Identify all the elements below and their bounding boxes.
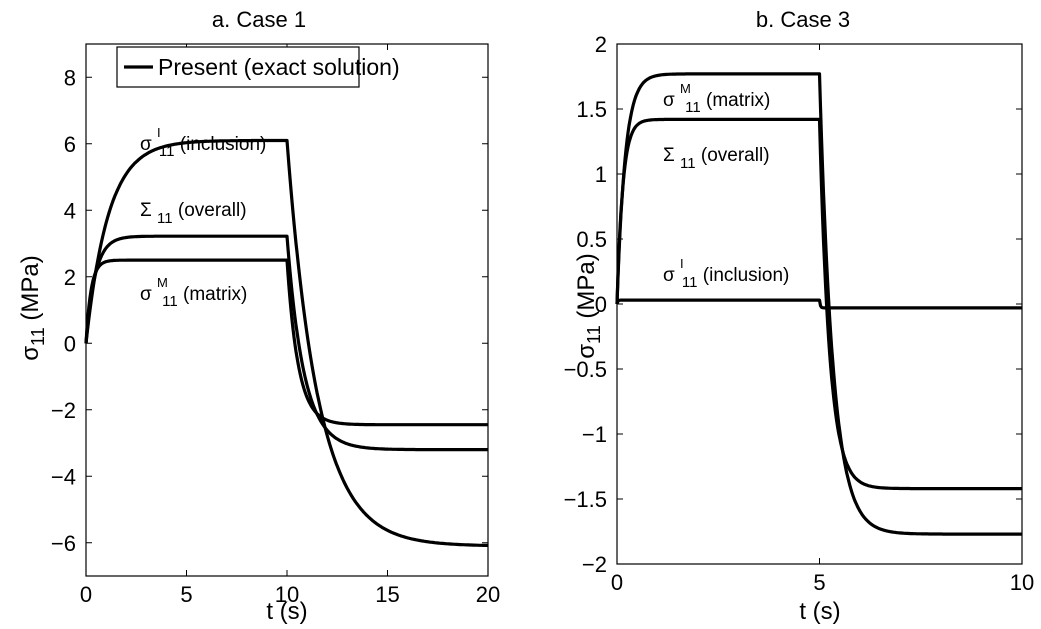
- x-tick-label: 20: [476, 582, 500, 607]
- y-tick-label: 0: [64, 331, 76, 356]
- x-axis-label: t (s): [266, 598, 307, 625]
- annotation-text: (overall): [701, 145, 770, 166]
- y-tick-label: 2: [595, 32, 607, 57]
- series-line-3: [84, 258, 489, 427]
- x-tick-label: 0: [80, 582, 92, 607]
- series-line-2: [615, 117, 1023, 491]
- annotation-base: Σ: [663, 145, 675, 166]
- x-tick-label: 10: [1010, 570, 1034, 595]
- y-tick-label: −1.5: [564, 487, 607, 512]
- y-axis-label: σ11 (MPa): [573, 253, 604, 359]
- chart-title: b. Case 3: [756, 7, 850, 32]
- annotation-matrix: σ M 11 (matrix): [663, 77, 770, 117]
- annotation-superscript: I: [157, 125, 161, 140]
- series-line-1: [615, 72, 1023, 536]
- y-axis-ticks: −6 −4 −2 0 2 4 6 8: [51, 65, 488, 556]
- series-group: [84, 138, 489, 548]
- series-line-1: [84, 138, 489, 548]
- annotation-text: (matrix): [183, 284, 247, 305]
- y-axis-label-unit: (MPa): [573, 253, 600, 325]
- annotation-base: σ: [140, 134, 152, 155]
- y-tick-label: 0.5: [576, 227, 607, 252]
- chart-title: a. Case 1: [212, 7, 306, 32]
- y-tick-label: 4: [64, 198, 76, 223]
- annotation-text: (matrix): [706, 90, 770, 111]
- y-axis-label: σ11 (MPa): [17, 255, 48, 361]
- panel-case-3: b. Case 3 0 5 10 −2 −1.5 −1 −0.5 0 0.5 1 1.5 2 σ M…: [564, 7, 1035, 625]
- annotation-subscript: 11: [680, 155, 696, 172]
- y-tick-label: −1: [582, 422, 607, 447]
- legend: Present (exact solution): [116, 46, 400, 88]
- annotation-subscript: 11: [685, 99, 701, 116]
- annotation-text: (inclusion): [180, 134, 267, 155]
- legend-label: Present (exact solution): [158, 54, 400, 80]
- x-axis-label: t (s): [799, 598, 840, 625]
- x-tick-label: 15: [375, 582, 399, 607]
- annotation-base: σ: [663, 265, 675, 286]
- y-tick-label: −2: [582, 552, 607, 577]
- legend-box: [116, 46, 360, 88]
- y-tick-label: −4: [51, 464, 76, 489]
- annotation-subscript: 11: [682, 274, 698, 291]
- x-tick-label: 0: [611, 570, 623, 595]
- y-axis-label-subscript: 11: [28, 327, 48, 346]
- annotation-overall: Σ 11 (overall): [140, 200, 247, 228]
- y-axis-ticks: −2 −1.5 −1 −0.5 0 0.5 1 1.5 2: [564, 32, 1022, 577]
- y-axis-label-base: σ: [17, 346, 44, 361]
- annotation-inclusion: σ I 11 (inclusion): [140, 121, 266, 161]
- annotation-superscript: I: [680, 256, 684, 271]
- y-tick-label: −6: [51, 531, 76, 556]
- annotation-superscript: M: [680, 81, 691, 96]
- y-tick-label: 0: [595, 292, 607, 317]
- annotation-matrix: σ M 11 (matrix): [140, 271, 247, 311]
- annotation-subscript: 11: [162, 293, 178, 310]
- series-line-3: [615, 298, 1023, 310]
- y-tick-label: 1: [595, 162, 607, 187]
- axes-box: [616, 43, 1023, 565]
- x-tick-label: 10: [275, 582, 299, 607]
- y-axis-label-unit: (MPa): [17, 255, 44, 327]
- annotation-base: σ: [663, 90, 675, 111]
- annotation-text: (overall): [178, 200, 247, 221]
- x-tick-label: 5: [180, 582, 192, 607]
- x-axis-ticks: 0 5 10 15 20: [80, 44, 500, 607]
- y-tick-label: 6: [64, 132, 76, 157]
- y-tick-label: −2: [51, 398, 76, 423]
- y-tick-label: 8: [64, 65, 76, 90]
- series-line-2: [84, 234, 489, 452]
- annotation-subscript: 11: [159, 143, 175, 160]
- series-group: [615, 72, 1023, 536]
- annotation-subscript: 11: [157, 210, 173, 227]
- x-axis-ticks: 0 5 10: [611, 44, 1034, 595]
- y-tick-label: 2: [64, 265, 76, 290]
- annotation-inclusion: σ I 11 (inclusion): [663, 252, 789, 292]
- y-tick-label: −0.5: [564, 357, 607, 382]
- panel-case-1: a. Case 1 0 5 10 15 20 −6 −4 −2 0 2 4 6 8 Present (…: [17, 7, 500, 625]
- annotation-base: Σ: [140, 200, 152, 221]
- annotation-overall: Σ 11 (overall): [663, 145, 770, 173]
- annotation-text: (inclusion): [703, 265, 790, 286]
- axes-box: [85, 43, 489, 577]
- y-tick-label: 1.5: [576, 97, 607, 122]
- y-axis-label-subscript: 11: [584, 325, 604, 344]
- annotation-superscript: M: [157, 275, 168, 290]
- x-tick-label: 5: [813, 570, 825, 595]
- y-axis-label-base: σ: [573, 344, 600, 359]
- annotation-base: σ: [140, 284, 152, 305]
